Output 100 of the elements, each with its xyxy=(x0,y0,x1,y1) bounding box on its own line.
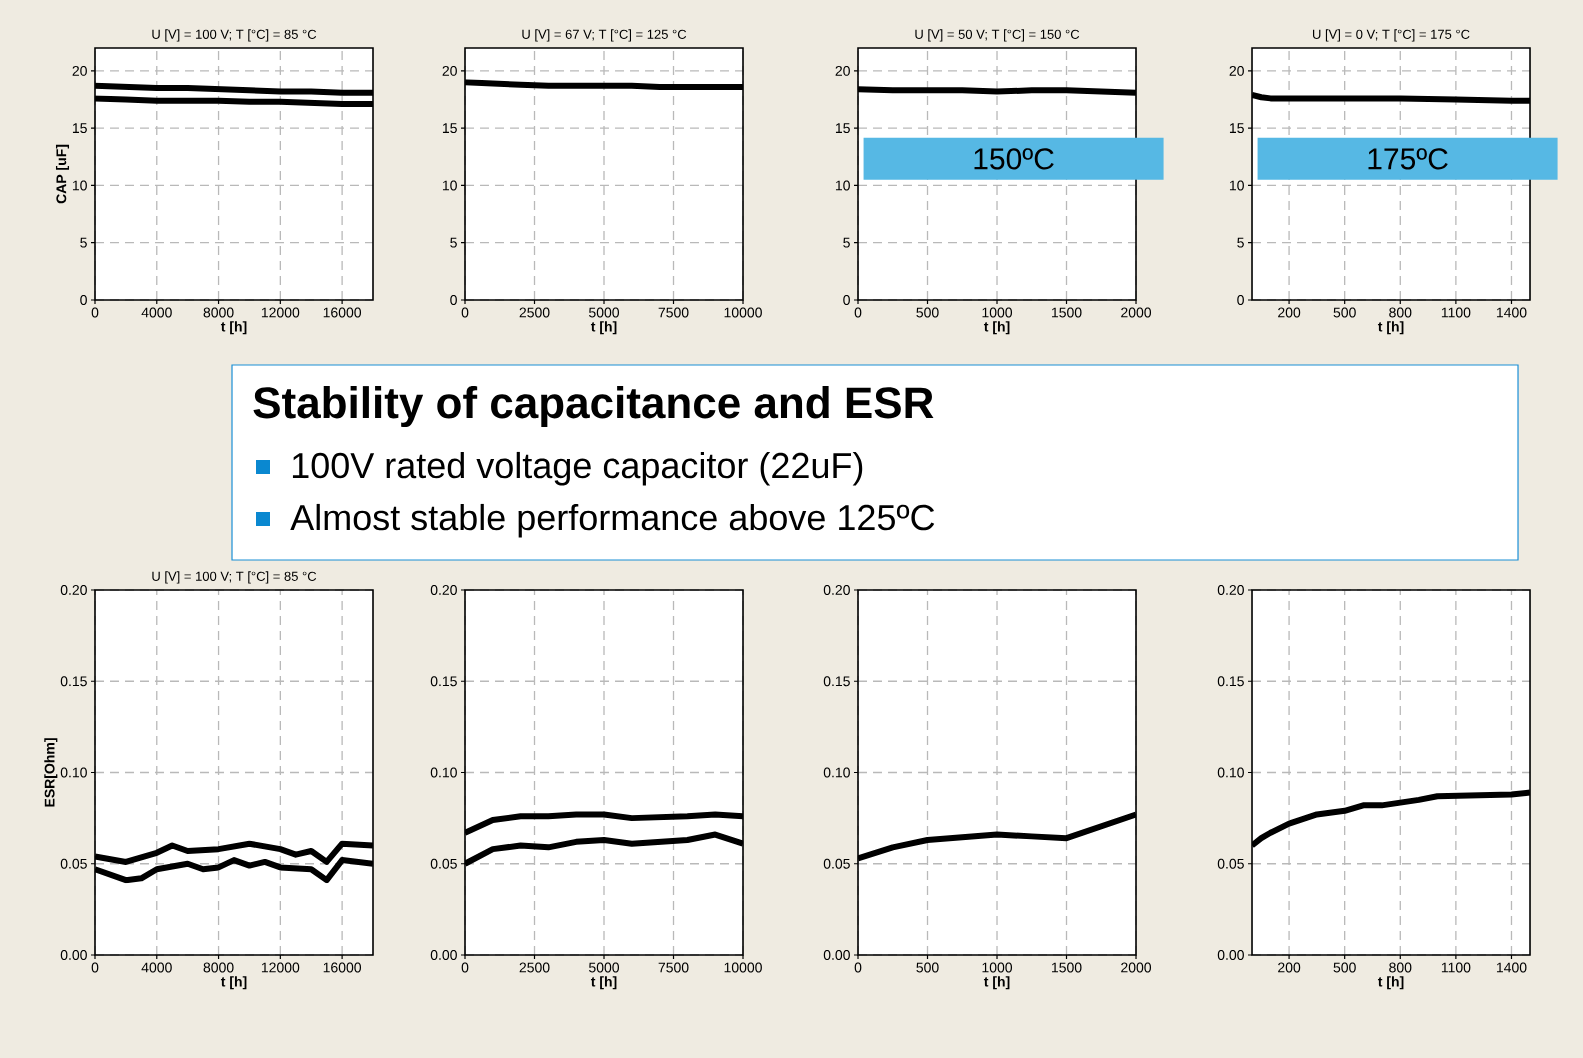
x-tick-label: 16000 xyxy=(323,962,362,973)
x-tick-label: 7500 xyxy=(658,307,689,318)
y-tick-label: 0.20 xyxy=(823,585,850,595)
x-tick-label: 500 xyxy=(916,962,939,973)
x-tick-label: 800 xyxy=(1389,962,1412,973)
x-tick-label: 12000 xyxy=(261,307,300,318)
y-tick-label: 0.10 xyxy=(823,767,850,778)
y-tick-label: 0.00 xyxy=(823,950,850,960)
y-tick-label: 0.15 xyxy=(60,676,87,687)
x-tick-label: 7500 xyxy=(658,962,689,973)
annotation: 175ºC xyxy=(1368,148,1448,170)
y-tick-label: 0.10 xyxy=(1217,767,1244,778)
x-tick-label: 500 xyxy=(1333,962,1356,973)
y-tick-label: 0.15 xyxy=(823,676,850,687)
y-tick-label: 10 xyxy=(1229,180,1244,191)
y-tick-label: 0.00 xyxy=(430,950,457,960)
x-axis-title: t [h] xyxy=(590,321,617,335)
x-tick-label: 1400 xyxy=(1496,307,1527,318)
chart-title: U [V] = 0 V; T [°C] = 175 °C xyxy=(1313,29,1470,42)
y-tick-label: 10 xyxy=(72,180,87,191)
x-tick-label: 0 xyxy=(91,307,99,318)
x-axis-title: t [h] xyxy=(1377,976,1404,990)
y-tick-label: 0 xyxy=(450,295,457,305)
y-axis-title: ESR[Ohm] xyxy=(44,738,58,807)
y-tick-label: 15 xyxy=(1229,123,1244,134)
x-tick-label: 1100 xyxy=(1441,307,1471,318)
x-tick-label: 0 xyxy=(91,962,99,973)
y-tick-label: 20 xyxy=(442,65,457,76)
x-tick-label: 0 xyxy=(461,962,469,973)
text: 100V rated voltage capacitor (22uF) xyxy=(292,451,863,486)
y-tick-label: 15 xyxy=(835,123,850,134)
x-tick-label: 4000 xyxy=(141,307,172,318)
chart-title: U [V] = 50 V; T [°C] = 150 °C xyxy=(915,29,1080,42)
y-tick-label: 0 xyxy=(80,295,87,305)
chart-title: U [V] = 67 V; T [°C] = 125 °C xyxy=(522,29,687,42)
x-tick-label: 800 xyxy=(1389,307,1412,318)
y-tick-label: 0.05 xyxy=(430,858,457,869)
x-axis-title: t [h] xyxy=(983,321,1010,335)
x-tick-label: 2000 xyxy=(1121,962,1152,973)
y-tick-label: 0.20 xyxy=(60,585,87,595)
y-tick-label: 20 xyxy=(835,65,850,76)
x-tick-label: 5000 xyxy=(589,307,620,318)
y-axis-title: CAP [uF] xyxy=(55,144,70,204)
y-tick-label: 10 xyxy=(442,180,457,191)
x-tick-label: 8000 xyxy=(203,307,234,318)
y-tick-label: 10 xyxy=(835,180,850,191)
y-tick-label: 0.05 xyxy=(1217,858,1244,869)
x-tick-label: 1000 xyxy=(982,307,1013,318)
x-tick-label: 500 xyxy=(1333,307,1356,318)
x-tick-label: 10000 xyxy=(724,962,762,973)
x-tick-label: 4000 xyxy=(141,962,172,973)
y-tick-label: 5 xyxy=(450,237,457,248)
y-tick-label: 0.15 xyxy=(1217,676,1244,687)
x-tick-label: 1400 xyxy=(1496,962,1527,973)
x-tick-label: 2500 xyxy=(519,962,550,973)
annotation: 150ºC xyxy=(974,148,1054,170)
x-tick-label: 8000 xyxy=(203,962,234,973)
x-tick-label: 0 xyxy=(854,962,862,973)
x-tick-label: 1100 xyxy=(1441,962,1471,973)
y-tick-label: 0.05 xyxy=(60,858,87,869)
chart-title: U [V] = 100 V; T [°C] = 85 °C xyxy=(152,571,317,584)
y-tick-label: 0.20 xyxy=(430,585,457,595)
y-tick-label: 0.15 xyxy=(430,676,457,687)
y-tick-label: 15 xyxy=(72,123,87,134)
x-tick-label: 0 xyxy=(461,307,469,318)
x-tick-label: 500 xyxy=(916,307,939,318)
y-tick-label: 5 xyxy=(1237,237,1244,248)
text: Stability of capacitance and ESR xyxy=(253,386,934,428)
x-tick-label: 12000 xyxy=(261,962,300,973)
x-tick-label: 200 xyxy=(1278,307,1301,318)
y-tick-label: 0.10 xyxy=(430,767,457,778)
x-tick-label: 10000 xyxy=(724,307,762,318)
y-tick-label: 20 xyxy=(1229,65,1244,76)
y-tick-label: 5 xyxy=(843,237,850,248)
x-tick-label: 16000 xyxy=(323,307,362,318)
x-tick-label: 1000 xyxy=(982,962,1013,973)
x-axis-title: t [h] xyxy=(220,976,247,990)
y-tick-label: 0.05 xyxy=(823,858,850,869)
x-axis-title: t [h] xyxy=(983,976,1010,990)
x-tick-label: 1500 xyxy=(1052,307,1082,318)
x-tick-label: 2500 xyxy=(519,307,550,318)
y-tick-label: 15 xyxy=(442,123,457,134)
x-tick-label: 1500 xyxy=(1052,962,1082,973)
text: Almost stable performance above 125ºC xyxy=(290,503,935,538)
x-axis-title: t [h] xyxy=(590,976,617,990)
y-tick-label: 0 xyxy=(1237,295,1244,305)
y-tick-label: 0 xyxy=(843,295,850,305)
y-tick-label: 0.20 xyxy=(1217,585,1244,595)
x-tick-label: 5000 xyxy=(589,962,620,973)
chart-title: U [V] = 100 V; T [°C] = 85 °C xyxy=(152,29,317,42)
x-tick-label: 200 xyxy=(1278,962,1301,973)
y-tick-label: 0.00 xyxy=(1217,950,1244,960)
y-tick-label: 20 xyxy=(72,65,87,76)
y-tick-label: 5 xyxy=(80,237,87,248)
y-tick-label: 0.10 xyxy=(60,767,87,778)
y-tick-label: 0.00 xyxy=(60,950,87,960)
x-tick-label: 2000 xyxy=(1121,307,1152,318)
x-axis-title: t [h] xyxy=(220,321,247,335)
x-tick-label: 0 xyxy=(854,307,862,318)
x-axis-title: t [h] xyxy=(1377,321,1404,335)
